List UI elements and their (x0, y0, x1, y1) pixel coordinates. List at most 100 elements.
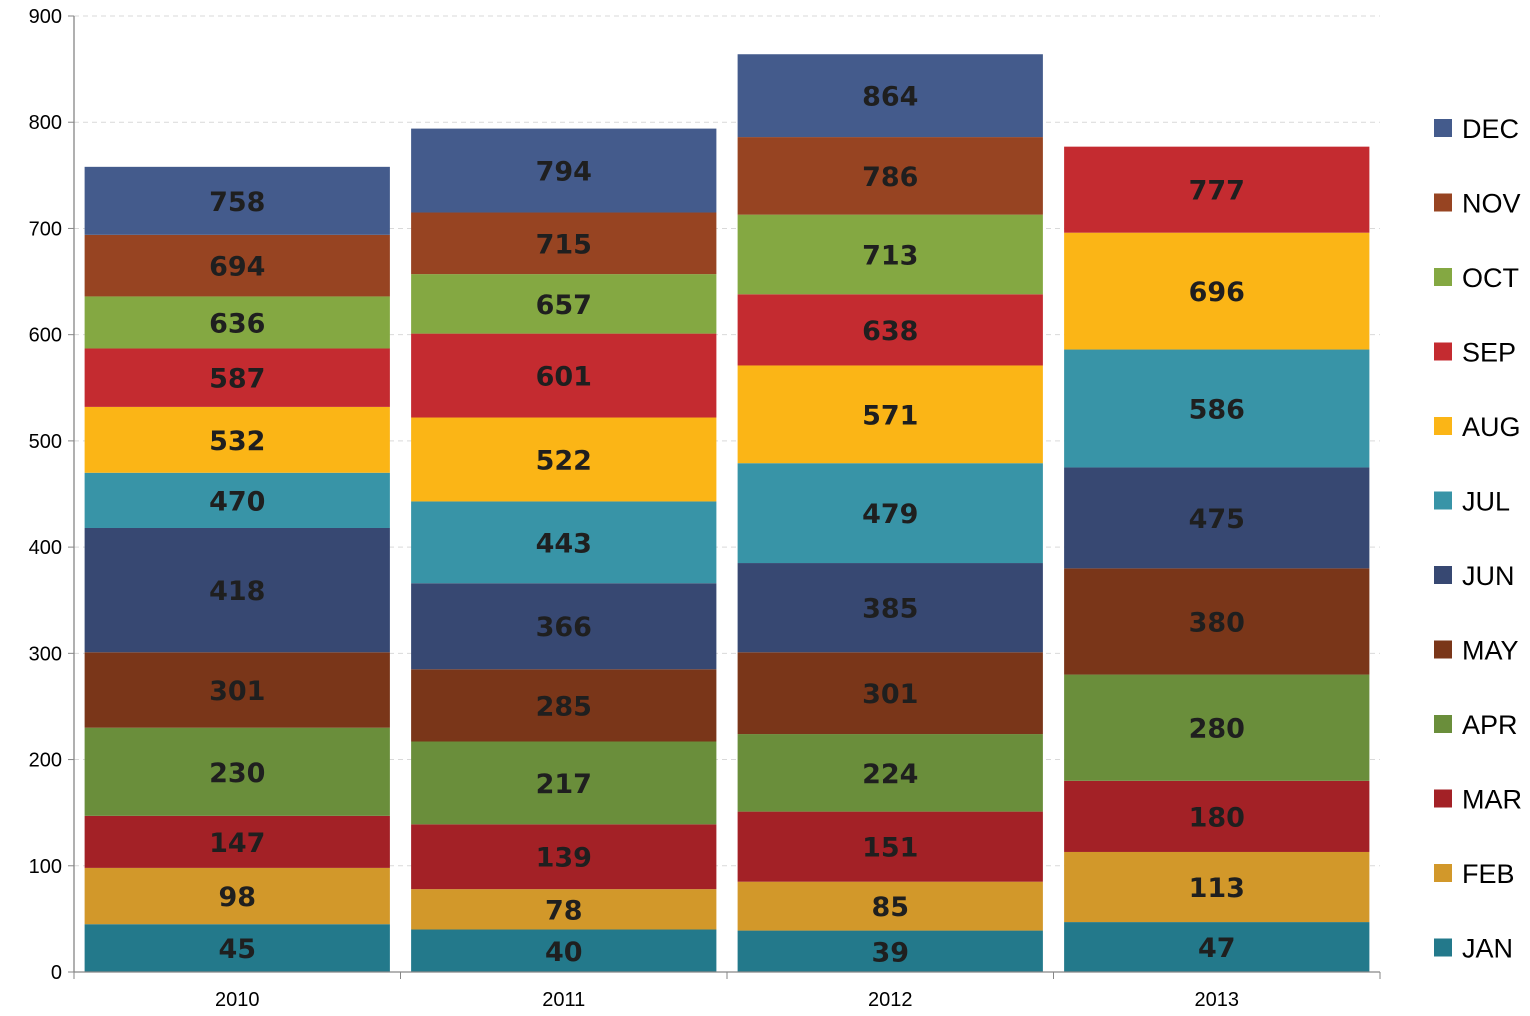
data-label-apr-2013: 280 (1189, 714, 1245, 745)
data-label-dec-2011: 794 (536, 157, 592, 188)
data-label-nov-2010: 694 (209, 252, 265, 283)
bar-segment-nov-2011 (411, 212, 717, 275)
bar-segment-apr-2010 (84, 727, 390, 816)
data-label-oct-2012: 713 (862, 240, 918, 271)
bar-segment-jun-2012 (737, 563, 1043, 653)
data-label-sep-2011: 601 (536, 362, 592, 393)
bar-segment-mar-2010 (84, 815, 390, 868)
data-label-feb-2013: 113 (1189, 873, 1245, 904)
bar-segment-apr-2012 (737, 734, 1043, 812)
data-label-may-2010: 301 (209, 676, 265, 707)
data-label-sep-2010: 587 (209, 364, 265, 395)
legend-label-jun: JUN (1462, 561, 1515, 591)
y-tick-label: 700 (29, 218, 62, 240)
data-label-apr-2012: 224 (862, 759, 918, 790)
x-tick-label: 2013 (1195, 989, 1240, 1011)
data-label-aug-2013: 696 (1189, 277, 1245, 308)
bar-segment-sep-2010 (84, 348, 390, 407)
data-label-aug-2012: 571 (862, 400, 918, 431)
data-label-mar-2013: 180 (1189, 802, 1245, 833)
data-labels: 45 98 147 230 301 418 470 532 587 636 694 758 40 78 13… (209, 82, 1245, 969)
legend-label-may: MAY (1462, 636, 1519, 666)
y-tick-label: 300 (29, 643, 62, 665)
bar-segment-apr-2013 (1064, 674, 1370, 781)
bar-segment-sep-2013 (1064, 146, 1370, 233)
legend-swatch-may (1434, 640, 1452, 659)
bar-segment-sep-2012 (737, 294, 1043, 366)
bars (84, 54, 1370, 972)
bar-segment-jan-2013 (1064, 922, 1370, 972)
legend-swatch-jun (1434, 566, 1452, 584)
data-label-feb-2011: 78 (545, 895, 583, 926)
bar-segment-jul-2012 (737, 463, 1043, 564)
bar-segment-jun-2010 (84, 527, 390, 653)
data-label-mar-2010: 147 (209, 828, 265, 859)
data-label-jun-2011: 366 (536, 612, 592, 643)
legend-swatch-sep (1434, 342, 1452, 361)
data-label-nov-2011: 715 (536, 229, 592, 260)
data-label-jan-2012: 39 (871, 937, 909, 968)
bar-segment-nov-2010 (84, 234, 390, 297)
bar-segment-jun-2013 (1064, 467, 1370, 569)
bar-segment-jan-2012 (737, 930, 1043, 972)
bar-segment-oct-2010 (84, 296, 390, 349)
data-label-mar-2011: 139 (536, 843, 592, 874)
bar-segment-may-2011 (411, 669, 717, 742)
bar-segment-dec-2011 (411, 128, 717, 213)
data-label-feb-2012: 85 (871, 892, 909, 923)
data-label-may-2013: 380 (1189, 607, 1245, 638)
y-tick-label: 900 (29, 6, 62, 28)
bar-segment-feb-2012 (737, 881, 1043, 931)
bar-segment-mar-2011 (411, 824, 717, 890)
y-tick-label: 0 (51, 962, 62, 984)
y-tick-label: 800 (29, 112, 62, 134)
legend-label-dec: DEC (1462, 114, 1519, 144)
bar-segment-aug-2010 (84, 406, 390, 473)
legend: DEC NOV OCT SEP AUG JUL JUN MAY APR MAR FEB JAN (1434, 114, 1522, 964)
data-label-jul-2012: 479 (862, 499, 918, 530)
bar-segment-oct-2011 (411, 274, 717, 334)
data-label-may-2011: 285 (536, 691, 592, 722)
data-label-apr-2010: 230 (209, 758, 265, 789)
data-label-jun-2012: 385 (862, 594, 918, 625)
data-label-jul-2011: 443 (536, 528, 592, 559)
legend-swatch-jul (1434, 491, 1452, 510)
bar-segment-feb-2010 (84, 867, 390, 925)
data-label-sep-2012: 638 (862, 316, 918, 347)
data-label-nov-2012: 786 (862, 162, 918, 193)
data-label-jun-2010: 418 (209, 576, 265, 607)
bar-segment-dec-2012 (737, 54, 1043, 138)
legend-label-jul: JUL (1462, 487, 1510, 517)
legend-label-aug: AUG (1462, 412, 1521, 442)
bar-segment-jul-2010 (84, 472, 390, 528)
data-label-jul-2010: 470 (209, 486, 265, 517)
data-label-jan-2013: 47 (1198, 933, 1236, 964)
x-tick-label: 2011 (542, 989, 585, 1011)
legend-swatch-jan (1434, 938, 1452, 957)
data-label-dec-2012: 864 (862, 82, 918, 113)
bar-segment-jan-2011 (411, 929, 717, 972)
legend-label-mar: MAR (1462, 785, 1522, 815)
bar-segment-mar-2012 (737, 811, 1043, 882)
bar-segment-feb-2011 (411, 889, 717, 930)
bar-segment-may-2013 (1064, 568, 1370, 675)
data-label-sep-2013: 777 (1189, 176, 1245, 207)
legend-swatch-aug (1434, 417, 1452, 435)
data-label-oct-2010: 636 (209, 308, 265, 339)
data-label-feb-2010: 98 (218, 882, 256, 913)
data-label-may-2012: 301 (862, 679, 918, 710)
bar-segment-sep-2011 (411, 333, 717, 418)
legend-swatch-feb (1434, 864, 1452, 882)
legend-swatch-oct (1434, 268, 1452, 286)
data-label-jun-2013: 475 (1189, 504, 1245, 535)
legend-label-apr: APR (1462, 710, 1518, 740)
legend-label-nov: NOV (1462, 189, 1521, 219)
y-tick-label: 200 (29, 750, 62, 772)
bar-segment-aug-2013 (1064, 232, 1370, 350)
data-label-apr-2011: 217 (536, 769, 592, 800)
legend-label-oct: OCT (1462, 263, 1519, 293)
data-label-oct-2011: 657 (536, 290, 592, 321)
bar-segment-apr-2011 (411, 741, 717, 825)
bar-segment-nov-2012 (737, 137, 1043, 215)
